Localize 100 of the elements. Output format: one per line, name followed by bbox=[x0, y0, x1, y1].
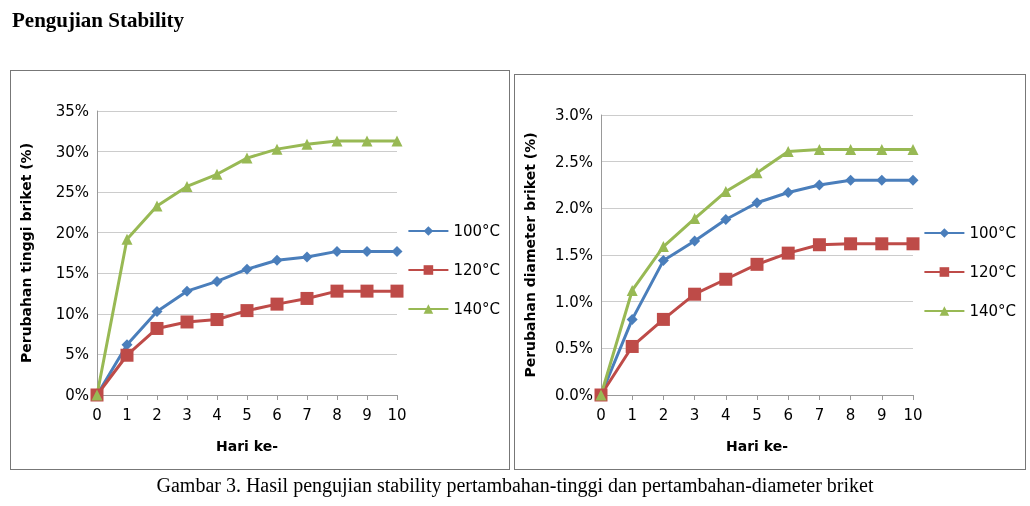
x-tick-label: 6 bbox=[272, 405, 282, 424]
point bbox=[301, 138, 313, 150]
x-tick-label: 0 bbox=[596, 405, 606, 424]
legend-label: 120°C bbox=[453, 261, 501, 279]
y-tick-label: 35% bbox=[55, 102, 89, 120]
x-tick-label: 1 bbox=[122, 405, 132, 424]
y-tick-label: 0.0% bbox=[554, 386, 593, 404]
point bbox=[782, 145, 794, 157]
point bbox=[750, 257, 764, 271]
y-tick-label: 20% bbox=[55, 223, 89, 242]
point bbox=[271, 254, 283, 266]
point bbox=[300, 291, 314, 305]
point bbox=[781, 246, 795, 260]
x-tick-label: 0 bbox=[92, 405, 102, 424]
point bbox=[240, 304, 254, 318]
x-tick-label: 5 bbox=[242, 405, 252, 424]
point bbox=[121, 233, 133, 245]
point bbox=[782, 186, 794, 198]
x-tick-label: 4 bbox=[721, 405, 731, 424]
point bbox=[688, 287, 702, 301]
y-tick-label: 15% bbox=[55, 264, 89, 283]
point bbox=[390, 284, 404, 298]
y-tick-label: 3.0% bbox=[554, 106, 593, 124]
legend-label: 100°C bbox=[969, 224, 1017, 242]
point bbox=[120, 348, 134, 362]
point bbox=[391, 135, 403, 147]
x-tick-label: 9 bbox=[362, 405, 372, 424]
x-tick-label: 3 bbox=[182, 405, 192, 424]
x-tick-label: 2 bbox=[152, 405, 162, 424]
point bbox=[876, 144, 888, 156]
point bbox=[813, 144, 825, 156]
legend-label: 120°C bbox=[969, 263, 1017, 281]
point bbox=[241, 152, 253, 164]
point bbox=[330, 284, 344, 298]
point bbox=[211, 275, 223, 287]
point bbox=[751, 167, 763, 179]
point bbox=[181, 285, 193, 297]
y-axis-title: Perubahan tinggi briket (%) bbox=[18, 142, 34, 364]
point bbox=[720, 214, 732, 226]
point bbox=[241, 263, 253, 275]
point bbox=[270, 297, 284, 311]
x-tick-label: 4 bbox=[212, 405, 222, 424]
x-tick-label: 10 bbox=[903, 405, 923, 424]
point bbox=[210, 313, 224, 327]
y-tick-label: 2.5% bbox=[554, 152, 593, 171]
point bbox=[813, 179, 825, 191]
chart-title: Pengujian Stability bbox=[12, 8, 185, 33]
point bbox=[625, 339, 639, 353]
x-axis-title: Hari ke- bbox=[216, 438, 279, 454]
legend-label: 140°C bbox=[453, 300, 501, 318]
y-tick-label: 10% bbox=[55, 304, 89, 323]
point bbox=[751, 197, 763, 209]
point bbox=[875, 237, 889, 251]
y-tick-label: 1.0% bbox=[554, 292, 593, 311]
x-tick-label: 1 bbox=[627, 405, 637, 424]
point bbox=[689, 235, 701, 247]
y-tick-label: 0.5% bbox=[554, 339, 593, 358]
point bbox=[626, 313, 638, 325]
x-tick-label: 6 bbox=[783, 405, 793, 424]
x-tick-label: 3 bbox=[689, 405, 700, 424]
point bbox=[876, 174, 888, 186]
point bbox=[812, 238, 826, 252]
legend-label: 100°C bbox=[453, 222, 501, 240]
x-axis-title: Hari ke- bbox=[726, 438, 789, 454]
point bbox=[657, 255, 669, 267]
y-tick-label: 2.0% bbox=[554, 199, 593, 218]
point bbox=[906, 237, 920, 251]
x-tick-label: 8 bbox=[845, 405, 856, 424]
point bbox=[180, 315, 194, 329]
y-tick-label: 1.5% bbox=[554, 246, 593, 264]
point bbox=[301, 251, 313, 263]
point bbox=[656, 312, 670, 326]
point bbox=[719, 272, 733, 286]
legend-label: 140°C bbox=[969, 302, 1017, 320]
x-tick-label: 2 bbox=[658, 405, 669, 424]
y-tick-label: 5% bbox=[65, 345, 89, 364]
y-tick-label: 0% bbox=[65, 386, 89, 404]
point bbox=[181, 180, 193, 192]
point bbox=[151, 305, 163, 317]
point bbox=[626, 284, 638, 296]
text: Gambar 3. Hasil pengujian stability pertambahan-tinggi dan pertambahan-diameter briket bbox=[155, 474, 875, 497]
point bbox=[271, 143, 283, 155]
x-tick-label: 7 bbox=[814, 405, 825, 424]
y-tick-label: 25% bbox=[55, 183, 89, 202]
point bbox=[151, 200, 163, 212]
point bbox=[844, 237, 858, 251]
x-tick-label: 9 bbox=[877, 405, 887, 424]
point bbox=[360, 284, 374, 298]
x-tick-label: 10 bbox=[387, 405, 407, 424]
x-tick-label: 5 bbox=[752, 405, 762, 424]
point bbox=[331, 135, 343, 147]
point bbox=[907, 144, 919, 156]
point bbox=[361, 135, 373, 147]
point bbox=[845, 144, 857, 156]
x-tick-label: 7 bbox=[302, 405, 312, 424]
y-tick-label: 30% bbox=[55, 142, 89, 161]
point bbox=[689, 213, 701, 225]
y-axis-title: Perubahan diameter briket (%) bbox=[522, 132, 538, 378]
point bbox=[657, 241, 669, 253]
point bbox=[907, 174, 919, 186]
